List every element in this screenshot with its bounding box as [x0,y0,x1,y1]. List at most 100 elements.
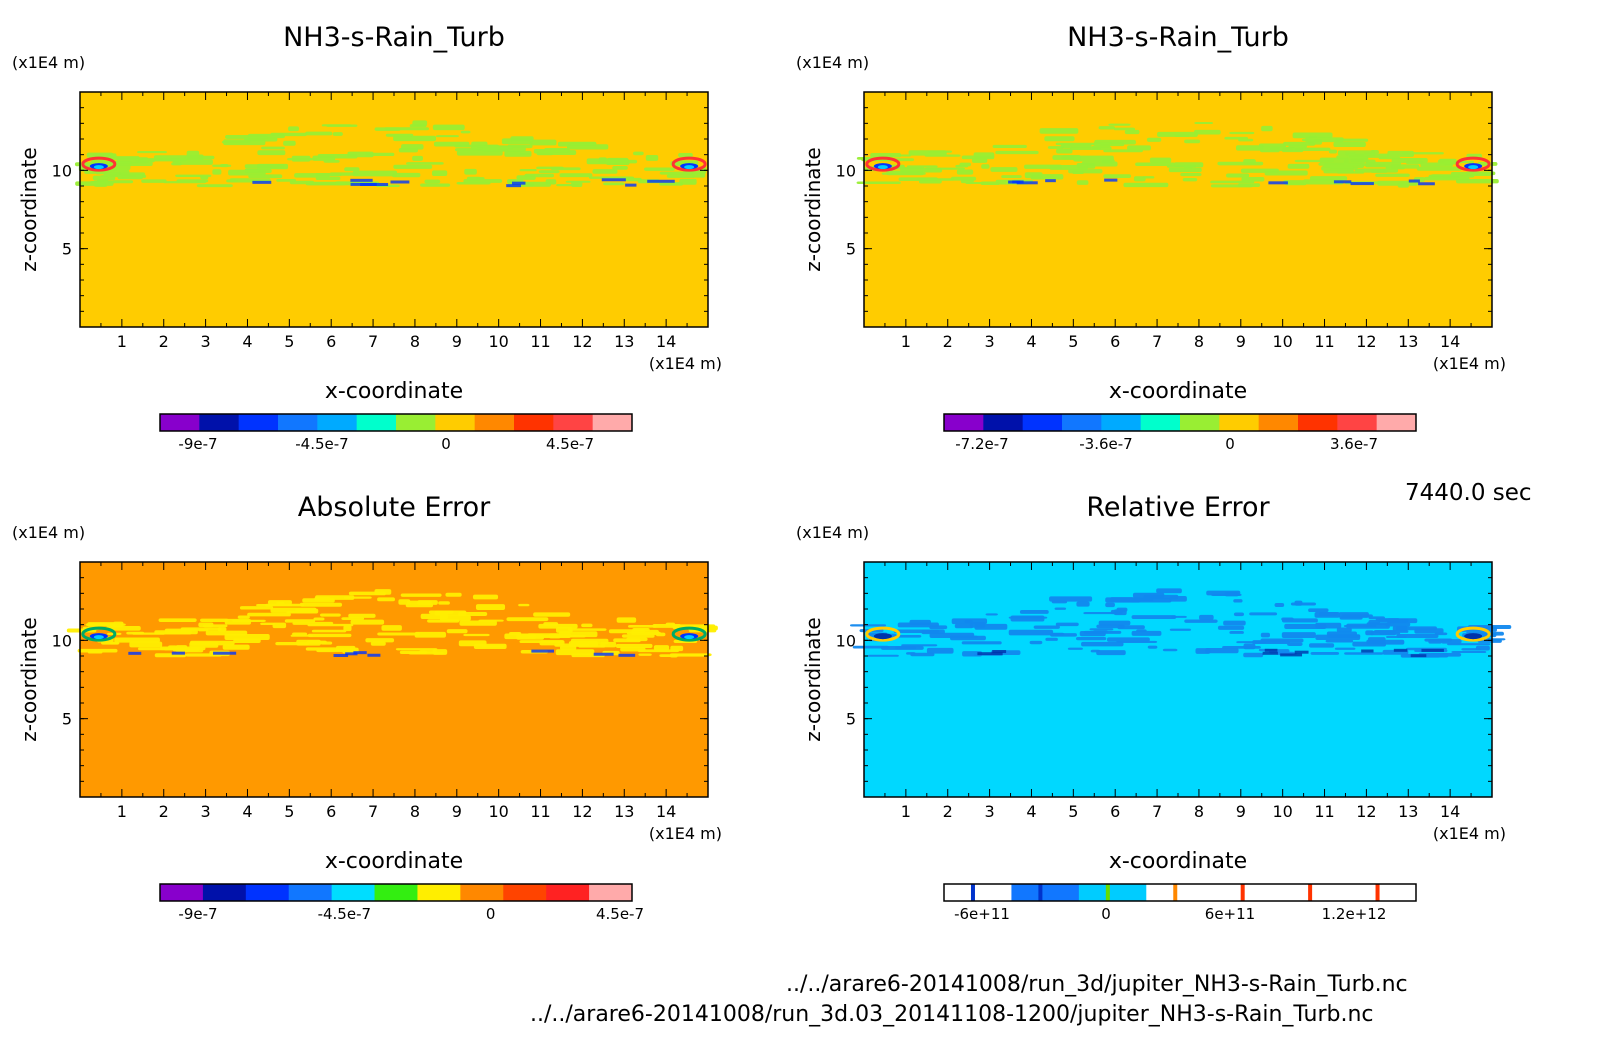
lower-streak [992,650,1007,654]
band-cell [344,167,360,172]
x-tick-label: 1 [901,332,911,351]
band-cell [1284,181,1307,186]
band-cell [323,160,340,163]
colorbar-segment [1101,414,1142,431]
colorbar-segment [1180,414,1220,431]
band-cell [1259,146,1280,153]
edge-feature-outer [671,626,707,642]
band-cell [626,631,661,635]
band-cell [1142,176,1155,179]
band-cell [1093,630,1108,633]
band-cell [1236,145,1264,151]
band-cell [412,120,428,127]
band-cell [1055,622,1079,627]
band-cell [1416,166,1462,171]
lower-streak [350,178,373,182]
band-cell [315,176,341,181]
band-cell [87,650,103,654]
x-tick-label: 9 [452,332,462,351]
colorbar-segment [1219,414,1260,431]
band-cell [332,132,343,136]
colorbar-segment [1011,884,1080,901]
band-cell [867,654,899,657]
band-cell [679,178,697,185]
band-cell [275,642,309,646]
band-cell [1103,174,1132,179]
band-cell [1378,618,1409,623]
band-cell [1336,627,1352,633]
band-cell [1303,179,1344,185]
band-cell [1039,128,1079,134]
colorbar-label: 3.6e-7 [1330,435,1378,453]
x-tick-label: 4 [242,802,252,821]
x-tick-label: 2 [159,332,169,351]
footer-file-2: ../../arare6-20141008/run_3d.03_20141108… [530,1002,1374,1027]
band-cell [678,153,693,158]
lower-streak [128,651,142,655]
band-cell [1337,150,1375,156]
band-cell [1226,173,1250,178]
band-cell [1096,650,1126,656]
band-cell [548,633,561,639]
band-cell [1290,602,1317,606]
band-cell [180,627,222,631]
x-unit-label: (x1E4 m) [649,824,722,843]
lower-streak [512,181,526,185]
band-cell [299,602,343,607]
band-cell [406,600,432,605]
y-tick-label: 10 [52,631,72,650]
x-tick-label: 7 [1152,332,1162,351]
edge-feature-center [93,165,104,170]
band-cell [581,623,593,628]
colorbar-label: 6e+11 [1205,905,1255,923]
band-cell [1010,615,1045,622]
lower-streak [1361,649,1374,653]
band-cell [1217,161,1264,166]
band-cell [352,170,398,177]
band-cell [142,158,188,162]
cloud-band-layer [856,121,1499,188]
band-cell [1233,599,1243,603]
band-cell [231,619,266,622]
band-cell [670,645,684,652]
band-cell [1001,175,1022,179]
x-tick-label: 1 [117,802,127,821]
band-cell [533,612,571,617]
band-cell [588,176,634,179]
band-cell [276,601,285,605]
band-cell [1325,639,1354,643]
band-cell [420,183,451,187]
colorbar-segment [278,414,318,431]
lower-streak [506,184,522,188]
band-cell [420,613,449,619]
band-cell [320,641,333,645]
band-cell [348,613,376,618]
lower-streak [1408,179,1420,183]
band-cell [247,612,291,617]
band-cell [1281,632,1316,638]
colorbar-segment [238,414,279,431]
band-cell [1089,628,1114,631]
chart-title: NH3-s-Rain_Turb [283,22,505,53]
x-tick-label: 14 [656,332,676,351]
field-background [864,92,1492,327]
colorbar-segment [1337,414,1378,431]
band-cell [171,162,182,166]
band-cell [1143,594,1179,600]
band-cell [893,629,940,634]
band-cell [1116,640,1158,643]
band-cell [223,139,266,146]
band-cell [908,150,947,156]
band-cell [432,124,465,131]
band-cell [1475,645,1490,651]
band-cell [1049,596,1093,602]
x-tick-label: 12 [1356,802,1376,821]
chart-panel-3: Absolute Error(x1E4 m)1 2 3 4 5 6 7 8 9 10 11 12 13 1… [12,492,722,923]
band-cell [1047,146,1065,149]
band-cell [852,645,889,649]
x-tick-label: 12 [572,332,592,351]
band-cell [1318,611,1338,616]
colorbar-segment [592,414,633,431]
x-tick-label: 10 [1272,802,1292,821]
x-axis-label: x-coordinate [1109,379,1247,404]
